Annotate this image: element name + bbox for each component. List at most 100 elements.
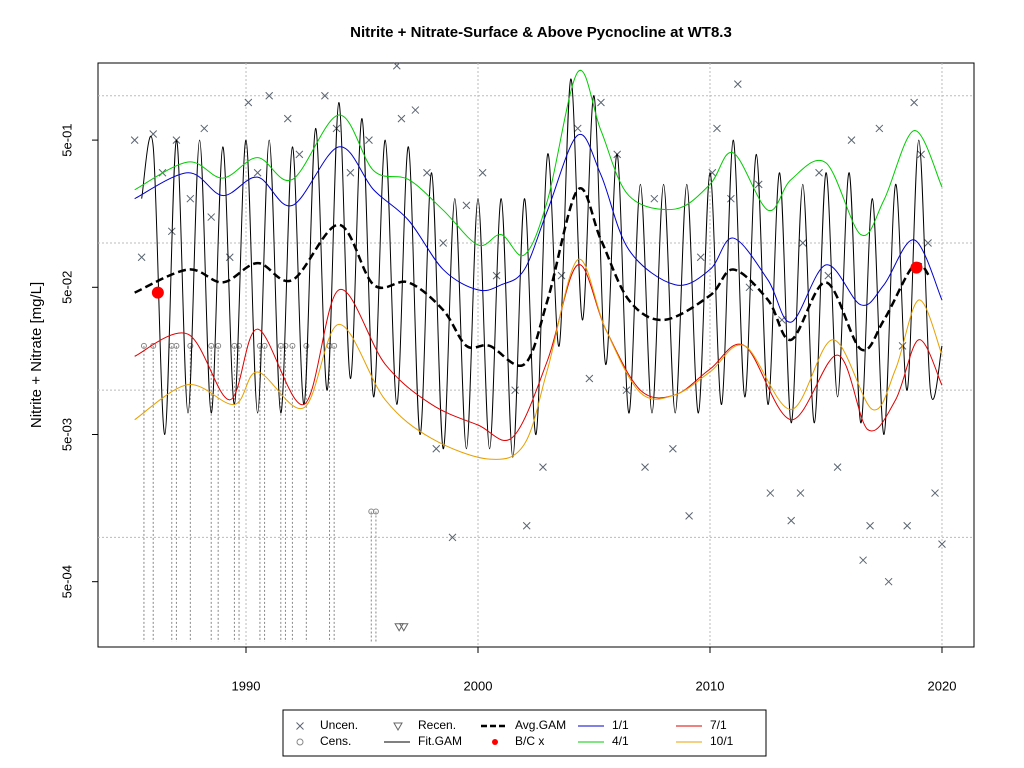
data-point [597, 98, 605, 107]
data-point [365, 136, 373, 144]
data-point [713, 124, 721, 133]
data-point [641, 463, 649, 471]
legend-swatch [296, 738, 304, 746]
legend-swatch [492, 739, 498, 745]
data-point [187, 342, 194, 349]
data-point [708, 168, 717, 177]
data-point [798, 239, 807, 247]
data-point [766, 489, 775, 497]
data-point [745, 283, 754, 292]
y-tick-label: 5e-04 [59, 565, 74, 598]
legend-label: 7/1 [710, 718, 727, 732]
data-point [289, 342, 296, 349]
x-tick-label: 2010 [696, 678, 725, 693]
series-line [134, 133, 943, 323]
data-point [733, 80, 742, 88]
data-point [859, 556, 867, 565]
data-point [557, 271, 566, 280]
data-point [140, 342, 147, 349]
legend-label: Cens. [320, 734, 351, 748]
data-point [303, 342, 310, 349]
data-point [478, 168, 487, 177]
data-point [573, 124, 582, 133]
data-point [910, 261, 923, 274]
data-point [439, 239, 448, 247]
data-point [884, 577, 893, 586]
data-point [522, 521, 531, 530]
data-point [398, 623, 409, 632]
data-point [137, 253, 146, 262]
data-point [938, 540, 946, 548]
data-point [875, 124, 884, 133]
series-line [141, 78, 943, 458]
data-point [265, 91, 274, 100]
data-point [903, 521, 912, 530]
data-point [186, 194, 195, 203]
data-point [282, 342, 289, 349]
data-point [392, 61, 401, 70]
data-point [727, 194, 735, 203]
data-point [448, 533, 457, 542]
data-point [411, 106, 420, 114]
plot-frame [97, 62, 975, 648]
data-point [215, 342, 222, 349]
legend-label: B/C x [515, 734, 544, 748]
data-point [130, 136, 139, 144]
y-tick-label: 5e-02 [59, 271, 74, 304]
data-point [397, 114, 406, 123]
data-point [824, 271, 833, 280]
data-point [924, 239, 932, 247]
data-point [372, 508, 379, 515]
data-point [833, 463, 842, 471]
data-point [511, 386, 519, 395]
data-point [910, 98, 918, 107]
data-point [173, 342, 180, 349]
legend-box [282, 709, 767, 757]
data-point [432, 444, 441, 453]
data-point [931, 489, 939, 497]
x-tick-label: 1990 [232, 678, 261, 693]
legend-swatch [296, 722, 304, 730]
legend-label: Fit.GAM [418, 734, 462, 748]
data-point [669, 444, 677, 453]
legend-swatch [393, 722, 403, 732]
chart-title: Nitrite + Nitrate-Surface & Above Pycnoc… [350, 24, 732, 41]
x-tick-label: 2000 [464, 678, 493, 693]
data-point [539, 463, 547, 471]
data-point [321, 91, 329, 100]
legend-label: Uncen. [320, 718, 358, 732]
data-point [331, 342, 338, 349]
series-line [134, 264, 943, 442]
data-point [815, 168, 823, 177]
data-point [423, 168, 431, 177]
y-axis-label: Nitrite + Nitrate [mg/L] [28, 282, 45, 428]
legend-label: 4/1 [612, 734, 629, 748]
data-point [787, 516, 796, 525]
series-line [134, 186, 932, 368]
legend-label: Recen. [418, 718, 456, 732]
data-point [394, 623, 404, 632]
data-point [866, 521, 874, 530]
data-point [295, 150, 304, 159]
data-point [207, 213, 216, 221]
data-point [151, 286, 164, 299]
data-point [244, 98, 253, 107]
data-point [796, 489, 805, 497]
data-point [685, 512, 693, 520]
x-tick-label: 2020 [928, 678, 957, 693]
data-point [200, 124, 209, 133]
series-line [134, 258, 943, 460]
data-point [261, 342, 268, 349]
data-point [346, 168, 355, 177]
data-point [225, 253, 234, 262]
data-point [208, 342, 215, 349]
data-point [283, 114, 292, 123]
legend-label: 10/1 [710, 734, 734, 748]
data-point [650, 194, 659, 203]
y-tick-label: 5e-01 [59, 123, 74, 156]
data-point [236, 342, 243, 349]
data-point [917, 150, 925, 159]
data-point [462, 201, 471, 210]
